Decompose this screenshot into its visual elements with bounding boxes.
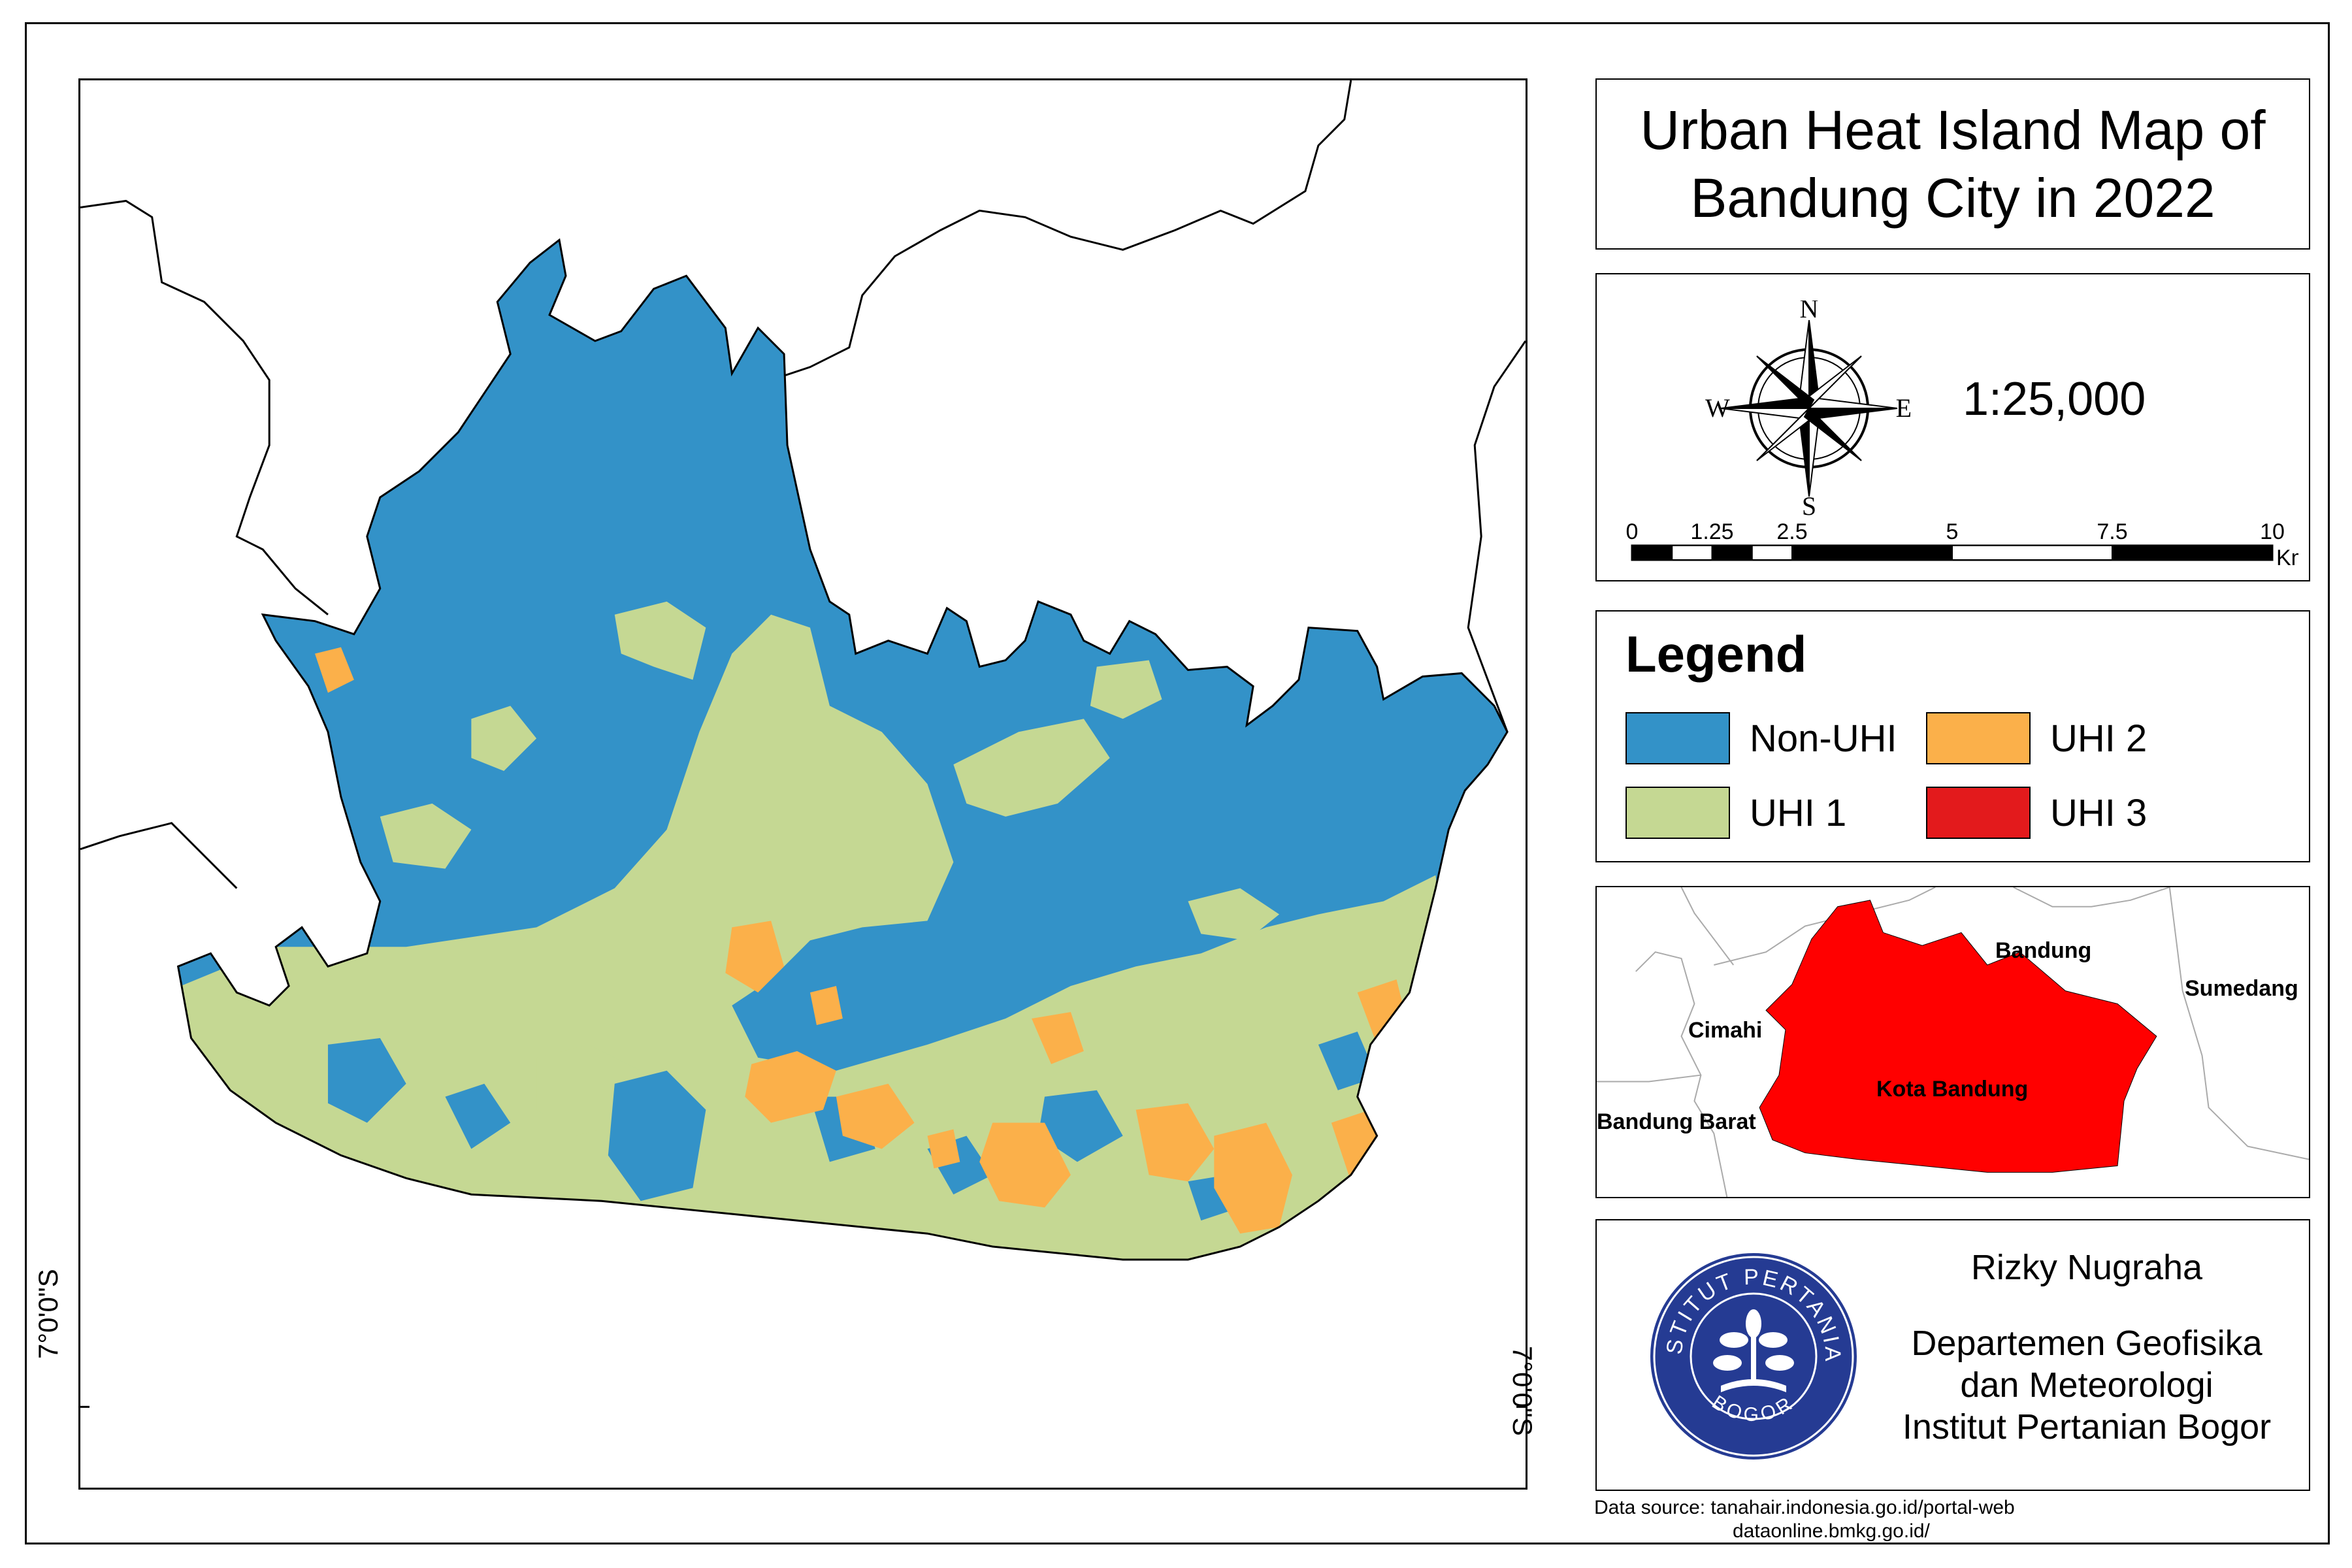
inset-label-bandung-barat: Bandung Barat xyxy=(1597,1109,1756,1134)
data-source-line-2: dataonline.bmkg.go.id/ xyxy=(1733,1520,1930,1542)
compass-e: E xyxy=(1896,393,1912,423)
legend-swatch-non-uhi xyxy=(1625,712,1730,764)
compass-rose-icon: N S E W xyxy=(1705,301,1912,516)
map-title-line-1: Urban Heat Island Map of xyxy=(1640,99,2266,161)
legend-title: Legend xyxy=(1625,625,1807,683)
main-map-frame xyxy=(78,78,1527,1490)
regency-boundary-east xyxy=(1467,340,1526,732)
department-line-1: Departemen Geofisika xyxy=(1911,1324,2262,1363)
inset-label-sumedang: Sumedang xyxy=(2185,976,2298,1001)
department-line-2: dan Meteorologi xyxy=(1960,1365,2213,1405)
compass-s: S xyxy=(1802,491,1816,516)
legend-item-uhi-3: UHI 3 xyxy=(1926,787,2147,839)
legend-label-uhi-1: UHI 1 xyxy=(1750,791,1847,834)
author-name: Rizky Nugraha xyxy=(1970,1248,2203,1287)
inset-map xyxy=(1597,887,2309,1197)
scale-tick-label: 10 xyxy=(2260,519,2285,544)
scale-ratio: 1:25,000 xyxy=(1963,373,2146,425)
legend-label-uhi-3: UHI 3 xyxy=(2050,791,2148,834)
scale-bar-segment xyxy=(1751,545,1793,561)
regency-boundary-west xyxy=(80,822,238,889)
legend-label-uhi-2: UHI 2 xyxy=(2050,717,2148,760)
institution-name: Institut Pertanian Bogor xyxy=(1902,1407,2272,1446)
inset-label-cimahi: Cimahi xyxy=(1688,1018,1763,1043)
legend-label-non-uhi: Non-UHI xyxy=(1750,717,1897,760)
legend-item-uhi-1: UHI 1 xyxy=(1625,787,1846,839)
legend-swatch-uhi-2 xyxy=(1926,712,2031,764)
legend-item-non-uhi: Non-UHI xyxy=(1625,712,1897,764)
regency-boundary-north xyxy=(705,80,1352,420)
north-scale-box: N S E W 1:25,000 0 1.25 2.5 5 7.5 10Km xyxy=(1595,273,2310,581)
data-source: Data source: tanahair.indonesia.go.id/po… xyxy=(1594,1496,2015,1543)
compass-w: W xyxy=(1705,393,1730,423)
non-uhi-islands xyxy=(327,1031,1377,1221)
inset-label-kota-bandung: Kota Bandung xyxy=(1876,1077,2029,1102)
scale-bar: 0 1.25 2.5 5 7.5 10Km xyxy=(1626,519,2298,570)
compass-n: N xyxy=(1800,301,1819,323)
scale-bar-segment xyxy=(1671,545,1713,561)
scale-tick-label: 1.25 xyxy=(1690,519,1733,544)
regency-boundary-northwest xyxy=(80,199,329,615)
kota-bandung-area xyxy=(1759,900,2157,1173)
scale-tick-label: 7.5 xyxy=(2097,519,2127,544)
scale-bar-segment xyxy=(1791,545,1953,561)
ipb-logo-icon: INSTITUT PERTANIAN BOGOR xyxy=(1642,1245,1859,1462)
scale-tick-label: 0 xyxy=(1626,519,1639,544)
main-map xyxy=(80,80,1526,1408)
scale-tick-label: 2.5 xyxy=(1776,519,1807,544)
credit-box: INSTITUT PERTANIAN BOGOR Rizky Nugraha D… xyxy=(1595,1219,2310,1491)
latitude-label-left: 7°0'0"S xyxy=(33,1269,63,1359)
scale-tick-label: 5 xyxy=(1946,519,1959,544)
city-outline xyxy=(176,238,1509,1261)
scale-bar-segment xyxy=(2112,545,2273,561)
scale-bar-segment xyxy=(1711,545,1753,561)
map-title-line-2: Bandung City in 2022 xyxy=(1690,167,2215,229)
title-box: Urban Heat Island Map of Bandung City in… xyxy=(1595,78,2310,250)
legend-box: Legend Non-UHI UHI 2 UHI 1 UHI 3 xyxy=(1595,610,2310,862)
inset-map-box: Bandung Sumedang Cimahi Kota Bandung Ban… xyxy=(1595,886,2310,1198)
scale-bar-segment xyxy=(1631,545,1673,561)
legend-swatch-uhi-3 xyxy=(1926,787,2031,839)
inset-label-bandung: Bandung xyxy=(1995,938,2092,963)
scale-unit: Km xyxy=(2276,546,2298,570)
uhi-2-areas xyxy=(315,647,1410,1234)
legend-item-uhi-2: UHI 2 xyxy=(1926,712,2147,764)
credit-text: Rizky Nugraha Departemen Geofisika dan M… xyxy=(1871,1247,2302,1448)
latitude-label-right: 7°0'0"S xyxy=(1507,1346,1538,1436)
legend-swatch-uhi-1 xyxy=(1625,787,1730,839)
scale-bar-segment xyxy=(1952,545,2113,561)
data-source-line-1: Data source: tanahair.indonesia.go.id/po… xyxy=(1594,1497,2015,1518)
